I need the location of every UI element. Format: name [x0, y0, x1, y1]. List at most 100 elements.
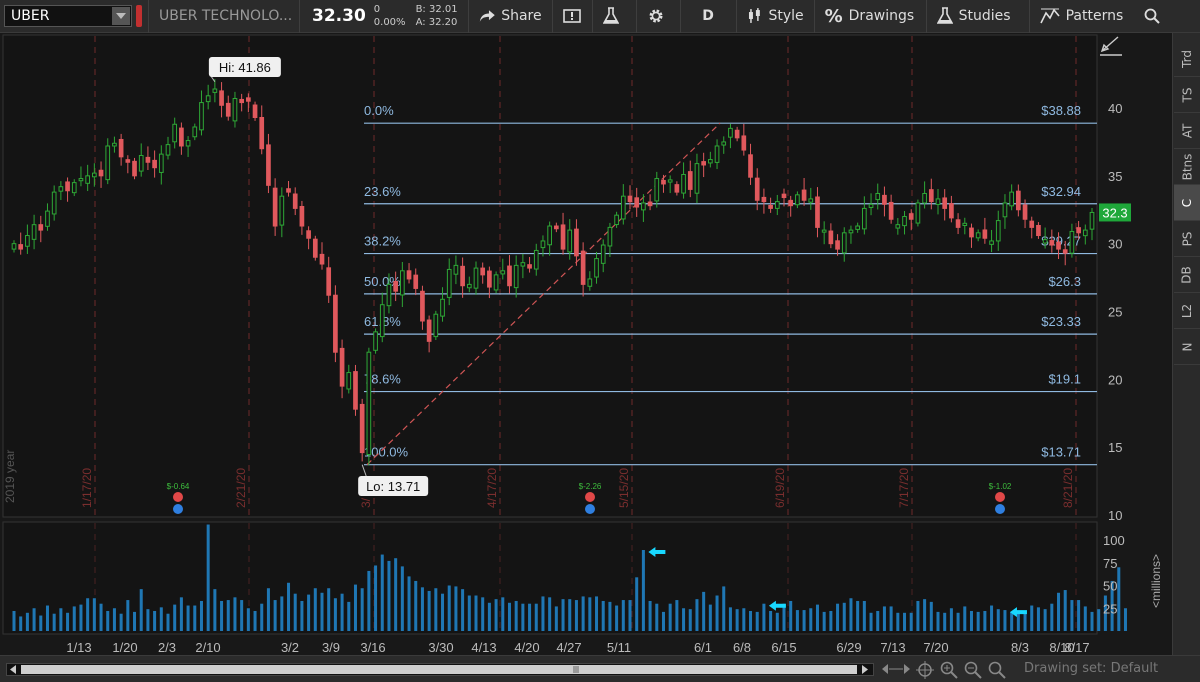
candle [982, 217, 988, 244]
volume-bar [66, 612, 70, 631]
sidebar-tab-ps[interactable]: PS [1174, 221, 1200, 257]
candle [1036, 222, 1041, 239]
candle [179, 122, 184, 155]
candle-body [292, 193, 298, 209]
candle [346, 364, 352, 394]
candle-body [888, 201, 894, 220]
volume-bar [628, 600, 632, 631]
candle-body [346, 372, 352, 390]
candle-body [219, 90, 224, 106]
crosshair-icon[interactable] [916, 661, 934, 679]
drawing-set-label[interactable]: Drawing set: Default [1024, 661, 1159, 676]
event-marker[interactable]: $-1.02 [989, 482, 1012, 514]
candle [694, 153, 700, 204]
bid-value: B: 32.01 [415, 4, 458, 15]
drawing-tool-icon[interactable] [1100, 36, 1122, 56]
candle-body [1082, 229, 1088, 237]
search-button[interactable] [1138, 0, 1168, 33]
candle [460, 257, 465, 298]
candle [31, 214, 37, 250]
candle-body [828, 230, 834, 245]
candle [65, 177, 70, 202]
candle-body [995, 220, 1001, 242]
earnings-icon[interactable] [173, 492, 183, 502]
info-icon[interactable] [173, 504, 183, 514]
candle [232, 91, 238, 128]
price-panel[interactable] [2, 34, 1098, 518]
share-icon [479, 10, 495, 22]
sidebar-tab-n[interactable]: N [1174, 329, 1200, 365]
symbol-input[interactable]: UBER [4, 5, 132, 27]
scroll-left-icon[interactable] [9, 665, 17, 674]
candle [788, 195, 794, 217]
scroll-right-icon[interactable] [861, 665, 869, 674]
volume-bar [380, 554, 384, 631]
zoom-in-icon[interactable] [940, 661, 958, 679]
candle [1022, 199, 1028, 229]
fib-level-percent: 0.0% [364, 103, 394, 118]
patterns-button[interactable]: Patterns [1030, 0, 1138, 33]
candle [292, 187, 298, 216]
candle [547, 221, 552, 256]
earnings-icon[interactable] [585, 492, 595, 502]
drawings-button[interactable]: % Drawings [815, 0, 927, 33]
timeframe-button[interactable]: D [681, 0, 737, 33]
fib-level-price: $38.88 [1041, 103, 1081, 118]
flask-button[interactable] [593, 0, 637, 33]
candle [373, 328, 378, 354]
share-button[interactable]: Share [469, 0, 553, 33]
volume-unit-label: <millions> [1149, 554, 1163, 608]
style-button[interactable]: Style [737, 0, 815, 33]
fib-level-price: $26.3 [1048, 274, 1081, 289]
candle-body [246, 97, 251, 102]
notes-button[interactable] [553, 0, 593, 33]
fib-level-percent: 78.6% [364, 372, 401, 387]
expand-icon[interactable] [880, 661, 912, 677]
info-icon[interactable] [585, 504, 595, 514]
sidebar-tab-btns[interactable]: Btns [1174, 149, 1200, 185]
settings-button[interactable] [637, 0, 681, 33]
candle-body [895, 224, 901, 229]
candle-body [487, 270, 492, 288]
candle-body [65, 181, 70, 192]
bid-ask: B: 32.01 A: 32.20 [416, 3, 468, 29]
candle-body [58, 186, 64, 192]
candle [413, 268, 419, 296]
zoom-fit-icon[interactable] [988, 661, 1006, 679]
volume-bar [621, 600, 625, 631]
candle [118, 133, 124, 166]
alert-flag-icon[interactable] [136, 5, 142, 27]
sidebar-tab-c[interactable]: C [1174, 185, 1200, 221]
earnings-icon[interactable] [995, 492, 1005, 502]
scrollbar-thumb[interactable] [21, 665, 857, 674]
sidebar-tab-at[interactable]: AT [1174, 113, 1200, 149]
chart-area[interactable]: 1/17/20 2/21/20 3/4/17/20 5/15/20 6/19/20 7/1… [0, 33, 1172, 655]
candle [1062, 240, 1068, 266]
event-marker[interactable]: $-0.64 [167, 482, 190, 514]
sidebar-tab-l2[interactable]: L2 [1174, 293, 1200, 329]
candle-body [446, 268, 452, 298]
event-marker[interactable]: $-2.26 [579, 482, 602, 514]
studies-button[interactable]: Studies [927, 0, 1030, 33]
candle-body [172, 123, 178, 143]
volume-bar [688, 609, 692, 631]
chevron-down-icon[interactable] [112, 7, 130, 25]
sidebar-tab-trd[interactable]: Trd [1174, 41, 1200, 77]
sidebar-tab-ts[interactable]: TS [1174, 77, 1200, 113]
volume-bar [842, 602, 846, 631]
candle-body [1089, 211, 1095, 230]
volume-bar [266, 588, 270, 631]
volume-bar [755, 611, 759, 631]
volume-bar [153, 610, 157, 631]
zoom-out-icon[interactable] [964, 661, 982, 679]
info-icon[interactable] [995, 504, 1005, 514]
fib-trend-line[interactable] [366, 122, 721, 466]
sidebar-tab-db[interactable]: DB [1174, 257, 1200, 293]
net-change: 0 0.00% [374, 3, 416, 29]
volume-bar [856, 600, 860, 631]
volume-axis-label: 100 [1103, 533, 1125, 548]
horizontal-scrollbar[interactable] [6, 663, 874, 676]
candle-body [620, 195, 626, 220]
candle-body [574, 228, 579, 257]
